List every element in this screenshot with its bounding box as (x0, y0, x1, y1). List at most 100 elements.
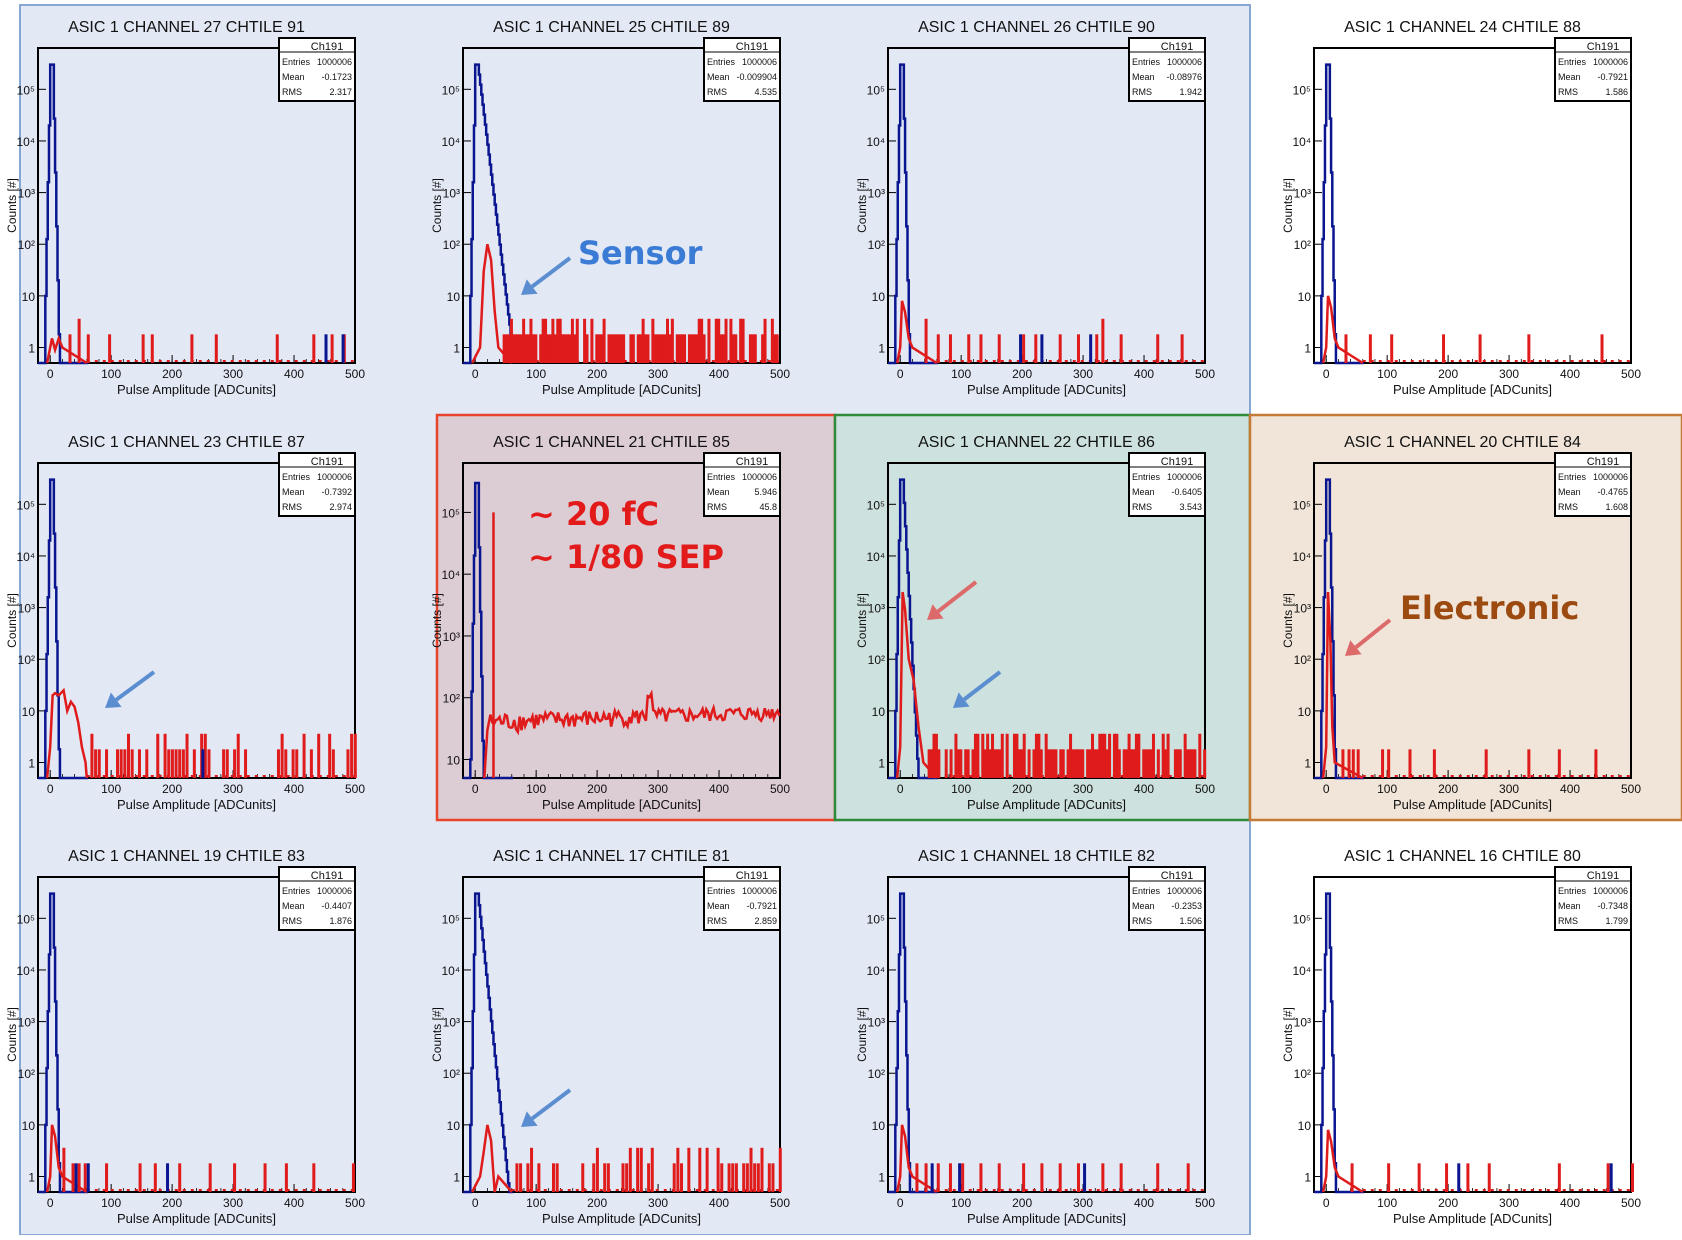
y-tick-label: 10³ (443, 630, 460, 644)
red-noise-bar (676, 1147, 680, 1192)
red-noise-bar (97, 749, 101, 778)
blue-noise-bar (166, 1163, 170, 1192)
red-noise-bar (775, 334, 779, 363)
histogram-panel-9: ASIC 1 CHANNEL 19 CHTILE 83 1 10 10² 10³ 10⁴ 1… (5, 848, 365, 1226)
red-noise-bar (1034, 334, 1038, 363)
red-noise-bar (68, 334, 72, 363)
red-noise-bar (214, 334, 218, 363)
red-noise-bar (1119, 1163, 1123, 1192)
histogram-panel-2: ASIC 1 CHANNEL 25 CHTILE 89 1 10 10² 10³ 10⁴ 1… (430, 19, 790, 397)
stats-label: Mean (1558, 72, 1581, 82)
red-histogram (471, 243, 513, 364)
stats-label: Mean (1132, 901, 1155, 911)
red-noise-bar (190, 334, 194, 363)
stats-label: RMS (1132, 502, 1152, 512)
red-noise-bar (1108, 733, 1112, 778)
red-noise-bar (312, 334, 316, 363)
red-noise-bar (1058, 334, 1062, 363)
stats-name: Ch191 (1161, 41, 1193, 53)
red-noise-bar (167, 749, 171, 778)
red-noise-bar (719, 334, 723, 363)
x-tick-label: 500 (770, 367, 790, 381)
histogram-panel-7: ASIC 1 CHANNEL 22 CHTILE 86 1 10 10² 10³ 10⁴ 1… (855, 434, 1215, 812)
x-tick-label: 100 (526, 1196, 546, 1210)
stats-label: Mean (707, 72, 730, 82)
red-noise-bar (1112, 733, 1116, 778)
red-noise-bar (767, 1163, 771, 1192)
red-noise-bar (1017, 749, 1021, 778)
red-noise-bar (1351, 749, 1355, 778)
y-tick-label: 10³ (18, 187, 35, 201)
y-axis-label: Counts [#] (5, 593, 19, 648)
red-histogram (895, 591, 938, 779)
red-noise-bar (1058, 1163, 1062, 1192)
red-noise-bar (915, 1163, 919, 1192)
red-noise-bar (1144, 749, 1148, 778)
blue-noise-bar (86, 1163, 90, 1192)
red-noise-bar (108, 334, 112, 363)
y-tick-label: 1 (1304, 1171, 1311, 1185)
sensor-arrow (530, 256, 572, 289)
x-tick-label: 300 (648, 1196, 668, 1210)
red-noise-bar (153, 1163, 157, 1192)
red-noise-bar (1098, 733, 1102, 778)
stats-name: Ch191 (1161, 870, 1193, 882)
blue-noise-bar (930, 1163, 934, 1192)
red-noise-bar (563, 334, 567, 363)
red-noise-bar (568, 334, 572, 363)
red-noise-bar (526, 1163, 530, 1192)
y-tick-label: 10² (443, 1067, 460, 1081)
red-noise-bar (1066, 749, 1070, 778)
red-noise-bar (976, 733, 980, 778)
sensor-arrow-green (962, 670, 1002, 702)
red-noise-bar (263, 1163, 267, 1192)
red-noise-bar (207, 749, 211, 778)
y-tick-label: 1 (453, 1171, 460, 1185)
red-noise-bar (185, 733, 189, 778)
stats-label: Entries (1558, 57, 1587, 67)
red-noise-bar (530, 1147, 534, 1192)
x-tick-label: 500 (345, 1196, 365, 1210)
red-noise-bar (1164, 749, 1168, 778)
panel-title: ASIC 1 CHANNEL 25 CHTILE 89 (493, 19, 730, 36)
histogram-panel-11: ASIC 1 CHANNEL 18 CHTILE 82 1 10 10² 10³ 10⁴ 1… (855, 848, 1215, 1226)
red-noise-bar (284, 1163, 288, 1192)
red-noise-bar (556, 318, 560, 363)
red-noise-bar (1115, 733, 1119, 778)
x-axis-label: Pulse Amplitude [ADCunits] (542, 1211, 701, 1226)
x-tick-label: 400 (1134, 782, 1154, 796)
y-tick-label: 10 (447, 753, 461, 767)
y-tick-label: 1 (878, 1171, 885, 1185)
stats-value: 2.317 (329, 87, 352, 97)
stats-name: Ch191 (311, 456, 343, 468)
y-tick-label: 10 (872, 1119, 886, 1133)
red-noise-bar (573, 334, 577, 363)
red-noise-bar (936, 1163, 940, 1192)
x-tick-label: 300 (648, 782, 668, 796)
y-tick-label: 10⁴ (866, 964, 885, 978)
red-noise-bar (986, 733, 990, 778)
red-noise-bar (178, 1163, 182, 1192)
y-axis-label: Counts [#] (5, 178, 19, 233)
red-noise-bar (607, 334, 611, 363)
x-tick-label: 200 (587, 1196, 607, 1210)
red-noise-bar (663, 334, 667, 363)
stats-value: 1000006 (317, 57, 352, 67)
red-noise-bar (1044, 733, 1048, 778)
red-noise-bar (650, 1147, 654, 1192)
x-tick-label: 200 (1012, 782, 1032, 796)
red-noise-bar (619, 334, 623, 363)
y-tick-label: 10² (1294, 1067, 1311, 1081)
x-tick-label: 300 (223, 1196, 243, 1210)
y-tick-label: 10² (18, 653, 35, 667)
red-noise-bar (971, 749, 975, 778)
stats-name: Ch191 (736, 41, 768, 53)
red-histogram (45, 334, 88, 365)
y-tick-label: 10 (1298, 705, 1312, 719)
red-noise-bar (1101, 1163, 1105, 1192)
red-histogram (1321, 295, 1364, 365)
red-noise-bar (1183, 733, 1187, 778)
red-noise-bar (614, 334, 618, 363)
